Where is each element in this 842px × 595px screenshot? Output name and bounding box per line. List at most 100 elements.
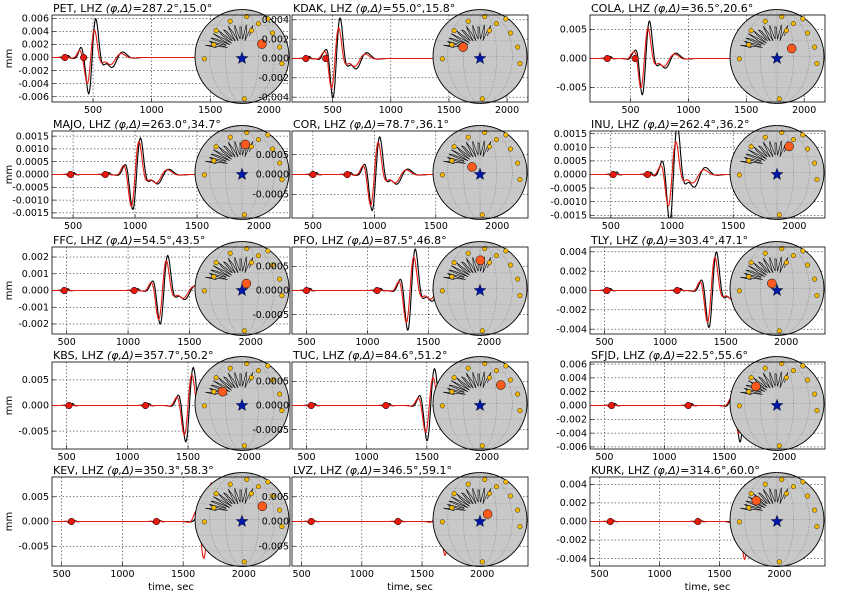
y-tick-label: -0.005 <box>556 83 587 94</box>
station-marker <box>515 44 521 50</box>
station-marker <box>748 260 754 266</box>
phase-marker <box>309 170 317 179</box>
x-tick-label: 500 <box>297 452 315 463</box>
meridian <box>744 472 810 567</box>
x-tick-label: 1500 <box>734 105 758 116</box>
y-tick-label: 0.0015 <box>16 131 49 142</box>
y-tick-label: 0.000 <box>560 517 587 528</box>
title-symbols: (φ,Δ) <box>107 464 134 477</box>
title-symbols: (φ,Δ) <box>106 234 133 247</box>
phase-marker <box>606 517 614 526</box>
station-marker <box>270 377 276 383</box>
station-marker <box>211 389 217 395</box>
meridian <box>209 125 275 220</box>
panel-1: 500 1000 1500 2000 0.004 0.002 0.000 -0.002 -0.0… <box>258 2 529 116</box>
station-marker <box>746 158 752 164</box>
title-values: =262.4°,36.2° <box>670 118 750 131</box>
station-marker <box>762 134 768 140</box>
station-marker <box>805 377 811 383</box>
x-tick-label: 2000 <box>792 105 816 116</box>
x-tick-label: 2000 <box>782 221 806 232</box>
source-star <box>473 514 487 527</box>
station-highlight <box>482 509 493 519</box>
panel-title: FFC, LHZ (φ,Δ)=54.5°,43.5° <box>53 234 205 247</box>
y-tick-label: 0.002 <box>560 498 587 509</box>
x-tick-label: 2000 <box>257 105 281 116</box>
station-marker <box>776 559 782 565</box>
source-star <box>235 514 249 527</box>
panel-5: 500 1000 1500 2000 0.0015 0.0010 0.0005 0.0000 -… <box>550 118 826 232</box>
station-marker <box>800 248 806 254</box>
x-tick-label: 2000 <box>475 452 499 463</box>
station-marker <box>201 56 207 62</box>
axes-frame <box>291 361 529 450</box>
title-values: =55.0°,15.8° <box>383 2 456 15</box>
station-marker <box>255 484 261 490</box>
y-tick-label: 0.000 <box>262 54 289 65</box>
station-marker <box>227 18 233 24</box>
station-marker <box>790 253 796 259</box>
phase-marker <box>608 401 616 410</box>
station-marker <box>800 132 806 138</box>
station-marker <box>211 274 217 280</box>
x-tick-label: 1500 <box>177 337 201 348</box>
title-values: =84.6°,51.2° <box>375 349 448 362</box>
y-tick-label: 0.000 <box>22 517 49 528</box>
title-symbols: (φ,Δ) <box>345 464 372 477</box>
station-marker <box>465 365 471 371</box>
x-tick-label: 1000 <box>379 105 403 116</box>
x-tick-label: 500 <box>293 569 311 580</box>
meridian <box>209 241 275 336</box>
y-tick-label: 0.004 <box>560 373 587 384</box>
phase-marker <box>382 401 390 410</box>
phase-marker <box>303 286 311 295</box>
y-tick-label: 0.006 <box>560 359 587 370</box>
y-tick-label: -0.0005 <box>12 182 49 193</box>
station-marker <box>451 28 457 34</box>
x-tick-label: 500 <box>324 105 342 116</box>
y-axis-label: mm <box>4 49 15 68</box>
y-axis-label: mm <box>4 396 15 415</box>
panel-3: 500 1000 1500 20000.00150.00100.00050.0000-… <box>4 118 291 232</box>
title-values: =350.3°,58.3° <box>134 464 214 477</box>
x-tick-label: 500 <box>602 221 620 232</box>
x-tick-label: 500 <box>64 221 82 232</box>
station-marker <box>213 375 219 381</box>
coastline <box>740 24 789 48</box>
axes-frame <box>291 14 529 103</box>
y-tick-label: -0.005 <box>18 541 49 552</box>
axes-frame <box>291 476 529 567</box>
y-tick-label: 0.0015 <box>554 129 587 140</box>
station-highlight <box>467 162 477 172</box>
station-highlight <box>784 141 794 152</box>
panel-title: TUC, LHZ (φ,Δ)=84.6°,51.2° <box>292 349 447 362</box>
station-marker <box>515 276 521 282</box>
y-tick-label: -0.0005 <box>550 183 587 194</box>
y-tick-label: 0.002 <box>262 34 289 45</box>
station-marker <box>248 28 254 34</box>
y-tick-label: 0.000 <box>22 401 49 412</box>
y-tick-label: 0.004 <box>560 247 587 258</box>
title-symbols: (φ,Δ) <box>106 2 133 15</box>
y-tick-label: 0.006 <box>22 13 49 24</box>
station-marker <box>508 377 514 383</box>
station-highlight <box>751 381 761 392</box>
station-marker <box>265 248 271 254</box>
x-tick-label: 1000 <box>116 337 140 348</box>
station-marker <box>213 260 219 266</box>
station-marker <box>213 144 219 150</box>
title-main: FFC, LHZ <box>53 234 106 247</box>
x-axis-label: time, sec <box>148 582 194 593</box>
title-values: =314.6°,60.0° <box>680 464 760 477</box>
y-tick-label: 0.004 <box>22 27 49 38</box>
x-tick-label: 2000 <box>232 569 256 580</box>
x-tick-label: 2000 <box>470 569 494 580</box>
panel-4: 500 1000 1500 2000 0.0005 0.0000 -0.0005 COR, L… <box>252 118 529 232</box>
station-marker <box>508 146 514 152</box>
coastline <box>740 256 789 280</box>
x-tick-label: 1500 <box>176 452 200 463</box>
station-highlight <box>786 43 797 54</box>
station-marker <box>451 260 457 266</box>
x-tick-label: 1000 <box>140 105 164 116</box>
station-marker <box>451 491 457 497</box>
